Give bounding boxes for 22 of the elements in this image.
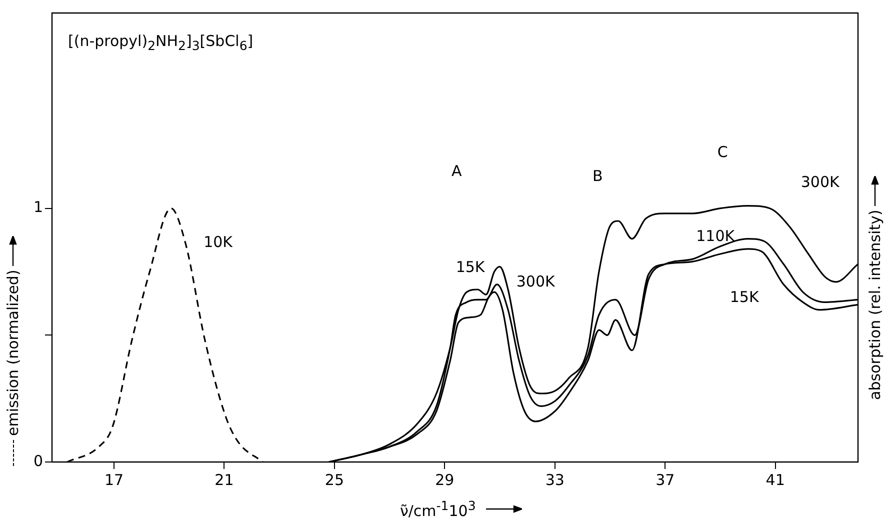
x-tick-label: 29 <box>435 470 454 489</box>
chart-title: [(n-propyl)$_{2}$NH$_{2}$]$_{3}$[SbCl$_{6}$] <box>68 32 254 53</box>
y-tick-label: 1 <box>33 198 43 216</box>
y-axis-title: emission (normalized) <box>4 270 22 436</box>
annotation: 15K <box>456 258 486 276</box>
x-tick-label: 41 <box>766 470 785 489</box>
annotation: 15K <box>730 288 760 306</box>
y-tick-label: 0 <box>33 452 43 470</box>
annotation: 300K <box>800 173 841 192</box>
annotation: 110K <box>696 226 736 245</box>
annotation: A <box>451 162 462 180</box>
annotation: 10K <box>204 232 234 251</box>
annotation: 300K <box>516 272 556 291</box>
annotation: B <box>592 166 603 185</box>
x-tick-label: 25 <box>324 470 344 489</box>
x-tick-label: 21 <box>214 470 234 489</box>
annotation: C <box>717 142 728 161</box>
x-tick-label: 33 <box>545 470 564 489</box>
y2-axis-title: absorption (rel. intensity) <box>866 210 884 400</box>
x-tick-label: 17 <box>104 470 124 489</box>
x-axis-title: ν̃/cm$^{-1}$10$^{3}$ <box>400 498 476 520</box>
x-tick-label: 37 <box>656 470 675 489</box>
